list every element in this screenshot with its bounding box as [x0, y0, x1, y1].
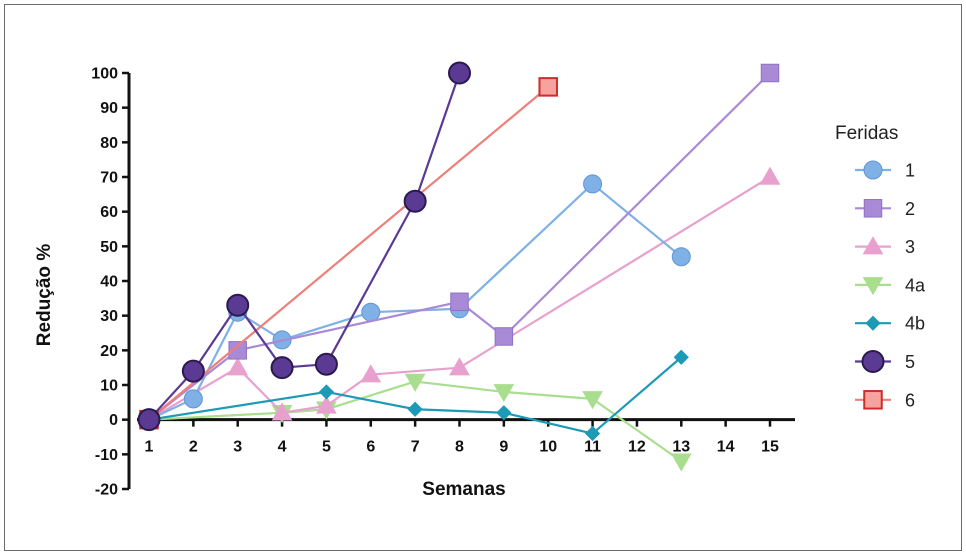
legend-item: 2 — [855, 199, 915, 219]
data-point — [493, 384, 515, 403]
data-point — [228, 341, 247, 360]
legend-marker — [862, 236, 884, 255]
x-tick-label: 5 — [322, 439, 331, 456]
data-point — [671, 247, 691, 267]
y-tick-label: -20 — [95, 482, 118, 499]
legend-marker — [865, 315, 881, 331]
legend-item: 3 — [855, 236, 915, 257]
chart-frame: 100 90 80 70 60 50 40 30 20 10 0 -10 -20 1 2 3 4 5 6 7 8 9 10 1… — [4, 4, 962, 551]
data-point — [270, 356, 294, 380]
legend-label: 3 — [905, 237, 915, 257]
data-point — [227, 357, 249, 376]
data-point — [183, 389, 203, 409]
legend-label: 1 — [905, 161, 915, 181]
legend-item: 4b — [855, 314, 925, 334]
x-tick-label: 9 — [499, 439, 508, 456]
data-point — [496, 405, 512, 421]
legend-item: 5 — [855, 350, 915, 373]
data-point — [314, 352, 338, 376]
y-tick-label: 70 — [100, 170, 118, 187]
data-point — [361, 302, 381, 322]
y-tick-label: 100 — [91, 66, 118, 83]
x-tick-label: 14 — [717, 439, 735, 456]
legend-marker — [863, 160, 883, 180]
series-5 — [137, 61, 471, 432]
data-point — [404, 373, 426, 392]
legend-title: Feridas — [835, 123, 898, 144]
series-line — [148, 356, 683, 435]
y-tick-label: 10 — [100, 378, 118, 395]
data-point — [673, 349, 689, 365]
data-point — [316, 395, 337, 414]
series-line — [148, 182, 682, 421]
x-tick-label: 3 — [233, 439, 242, 456]
y-tick-label: 80 — [100, 135, 118, 152]
legend-label: 4b — [905, 314, 925, 334]
y-tick-label: 50 — [100, 239, 118, 256]
data-point — [450, 292, 469, 312]
data-point — [449, 357, 470, 376]
data-point — [538, 77, 558, 97]
data-point — [584, 425, 601, 442]
y-tick-label: 90 — [100, 100, 118, 117]
data-point — [226, 293, 250, 317]
legend-marker — [862, 277, 884, 296]
data-point — [137, 408, 161, 432]
x-tick-label: 15 — [761, 439, 779, 456]
x-tick-label: 7 — [411, 439, 420, 456]
x-axis-title: Semanas — [422, 479, 505, 500]
y-tick-label: 20 — [100, 343, 118, 360]
data-point — [318, 384, 335, 400]
data-point — [760, 63, 780, 83]
data-point — [759, 166, 781, 185]
series-4b — [141, 349, 689, 442]
x-tick-label: 10 — [539, 439, 557, 456]
y-tick-label: 0 — [109, 412, 118, 429]
legend-item: 6 — [855, 390, 915, 410]
series-line — [148, 86, 549, 421]
legend-label: 6 — [905, 390, 915, 410]
x-tick-label: 1 — [145, 439, 154, 456]
x-tick-label: 8 — [455, 439, 464, 456]
data-point — [670, 453, 692, 472]
data-point — [181, 359, 205, 383]
x-tick-label: 4 — [278, 439, 287, 456]
legend-label: 4a — [905, 275, 926, 295]
legend: Feridas 1 2 3 4a 4b 5 6 — [835, 123, 926, 410]
legend-label: 5 — [905, 352, 915, 372]
data-point — [360, 364, 382, 383]
legend-label: 2 — [905, 199, 915, 219]
series-layer — [137, 61, 781, 472]
data-point — [448, 61, 471, 85]
data-point — [583, 174, 603, 194]
x-tick-label: 12 — [628, 439, 646, 456]
x-tick-label: 6 — [366, 439, 375, 456]
y-tick-label: -10 — [95, 447, 118, 464]
y-tick-label: 40 — [100, 274, 118, 291]
data-point — [403, 189, 427, 213]
data-point — [271, 402, 293, 421]
y-tick-label: 60 — [100, 204, 118, 221]
x-tick-label: 13 — [672, 439, 690, 456]
data-point — [494, 327, 514, 346]
legend-item: 1 — [855, 160, 915, 181]
x-tick-label: 2 — [189, 439, 198, 456]
x-tick-label: 11 — [584, 439, 601, 456]
y-tick-label: 30 — [100, 308, 118, 325]
legend-item: 4a — [855, 275, 926, 295]
legend-marker — [863, 199, 883, 218]
data-point — [407, 401, 423, 417]
legend-marker — [863, 390, 883, 410]
data-point — [582, 391, 603, 410]
legend-marker — [861, 350, 885, 373]
y-axis-title: Redução % — [34, 244, 55, 347]
